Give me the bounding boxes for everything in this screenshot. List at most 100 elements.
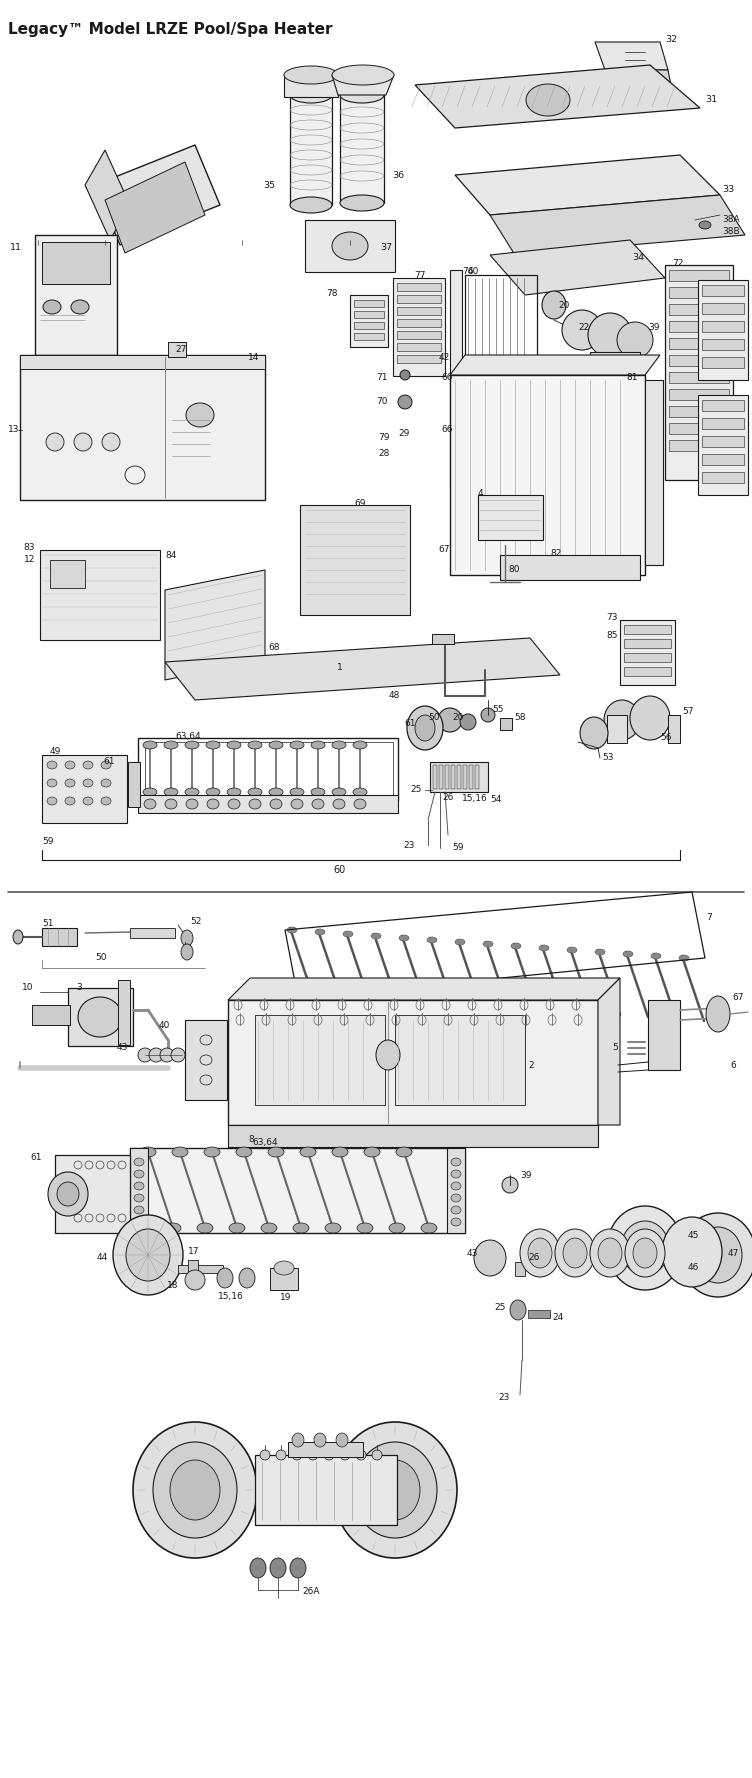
Ellipse shape — [407, 706, 443, 750]
Ellipse shape — [293, 1223, 309, 1232]
Bar — [178, 1264, 223, 1273]
Ellipse shape — [229, 1223, 245, 1232]
Text: 20: 20 — [452, 713, 463, 722]
Ellipse shape — [526, 84, 570, 116]
Ellipse shape — [134, 1170, 144, 1179]
Text: 37: 37 — [380, 244, 392, 252]
Bar — [393, 277, 445, 375]
Text: 66: 66 — [441, 425, 453, 434]
Ellipse shape — [438, 708, 462, 733]
Text: 59: 59 — [452, 843, 463, 852]
Ellipse shape — [336, 1433, 348, 1447]
Ellipse shape — [83, 797, 93, 805]
Bar — [669, 270, 729, 281]
Bar — [702, 357, 744, 368]
Ellipse shape — [206, 788, 220, 797]
Text: 12: 12 — [23, 555, 35, 564]
Ellipse shape — [227, 788, 241, 797]
Bar — [450, 375, 645, 574]
Ellipse shape — [607, 1205, 683, 1291]
Bar — [35, 235, 117, 356]
Text: 63,64: 63,64 — [252, 1138, 277, 1147]
Text: 42: 42 — [438, 354, 450, 363]
Text: 51: 51 — [42, 919, 53, 928]
Text: 27: 27 — [175, 345, 186, 354]
Text: 80: 80 — [508, 565, 520, 574]
Bar — [255, 1015, 385, 1104]
Bar — [702, 471, 744, 484]
Bar — [138, 738, 398, 800]
Bar — [42, 928, 77, 946]
Ellipse shape — [598, 1237, 622, 1268]
Bar — [350, 295, 388, 347]
Text: 59: 59 — [42, 837, 53, 846]
Bar — [290, 94, 332, 204]
Polygon shape — [228, 978, 620, 999]
Ellipse shape — [261, 1223, 277, 1232]
Bar — [702, 284, 744, 295]
Bar — [457, 765, 461, 789]
Ellipse shape — [133, 1422, 257, 1558]
Ellipse shape — [143, 741, 157, 749]
Text: 26: 26 — [442, 793, 453, 802]
Ellipse shape — [48, 1172, 88, 1216]
Ellipse shape — [311, 788, 325, 797]
Ellipse shape — [134, 1195, 144, 1202]
Bar — [50, 560, 85, 589]
Ellipse shape — [371, 933, 381, 939]
Ellipse shape — [364, 1147, 380, 1157]
Bar — [354, 311, 384, 318]
Ellipse shape — [343, 932, 353, 937]
Ellipse shape — [604, 701, 640, 740]
Ellipse shape — [138, 1047, 152, 1061]
Text: 25: 25 — [411, 786, 422, 795]
Ellipse shape — [325, 1223, 341, 1232]
Text: 36: 36 — [392, 171, 404, 180]
Ellipse shape — [332, 66, 394, 85]
Ellipse shape — [427, 937, 437, 942]
Ellipse shape — [248, 788, 262, 797]
Ellipse shape — [227, 741, 241, 749]
Bar — [340, 94, 384, 203]
Bar — [270, 1268, 298, 1291]
Ellipse shape — [555, 1229, 595, 1277]
Ellipse shape — [165, 1223, 181, 1232]
Text: 23: 23 — [404, 841, 415, 850]
Bar — [188, 1261, 198, 1278]
Bar — [648, 999, 680, 1070]
Ellipse shape — [170, 1460, 220, 1520]
Text: 4: 4 — [478, 489, 484, 498]
Ellipse shape — [580, 717, 608, 749]
Ellipse shape — [134, 1157, 144, 1166]
Ellipse shape — [149, 1047, 163, 1061]
Text: 73: 73 — [607, 613, 618, 622]
Ellipse shape — [207, 798, 219, 809]
Bar — [665, 265, 733, 480]
Ellipse shape — [396, 1147, 412, 1157]
Bar — [624, 626, 671, 635]
Ellipse shape — [399, 935, 409, 941]
Bar — [168, 341, 186, 357]
Bar — [397, 308, 441, 315]
Ellipse shape — [101, 779, 111, 788]
Ellipse shape — [185, 788, 199, 797]
Bar — [669, 405, 729, 418]
Bar — [702, 436, 744, 446]
Ellipse shape — [699, 220, 711, 229]
Text: 25: 25 — [495, 1303, 506, 1312]
Bar — [130, 928, 175, 939]
Bar — [462, 359, 470, 480]
Ellipse shape — [71, 300, 89, 315]
Bar — [669, 423, 729, 434]
Ellipse shape — [57, 1182, 79, 1205]
Text: 61: 61 — [104, 757, 115, 766]
Bar — [645, 380, 663, 565]
Text: 61: 61 — [31, 1154, 42, 1163]
Ellipse shape — [333, 1422, 457, 1558]
Ellipse shape — [415, 715, 435, 741]
Ellipse shape — [353, 1442, 437, 1538]
Bar — [430, 763, 488, 791]
Ellipse shape — [160, 1047, 174, 1061]
Ellipse shape — [171, 1047, 185, 1061]
Bar — [433, 765, 437, 789]
